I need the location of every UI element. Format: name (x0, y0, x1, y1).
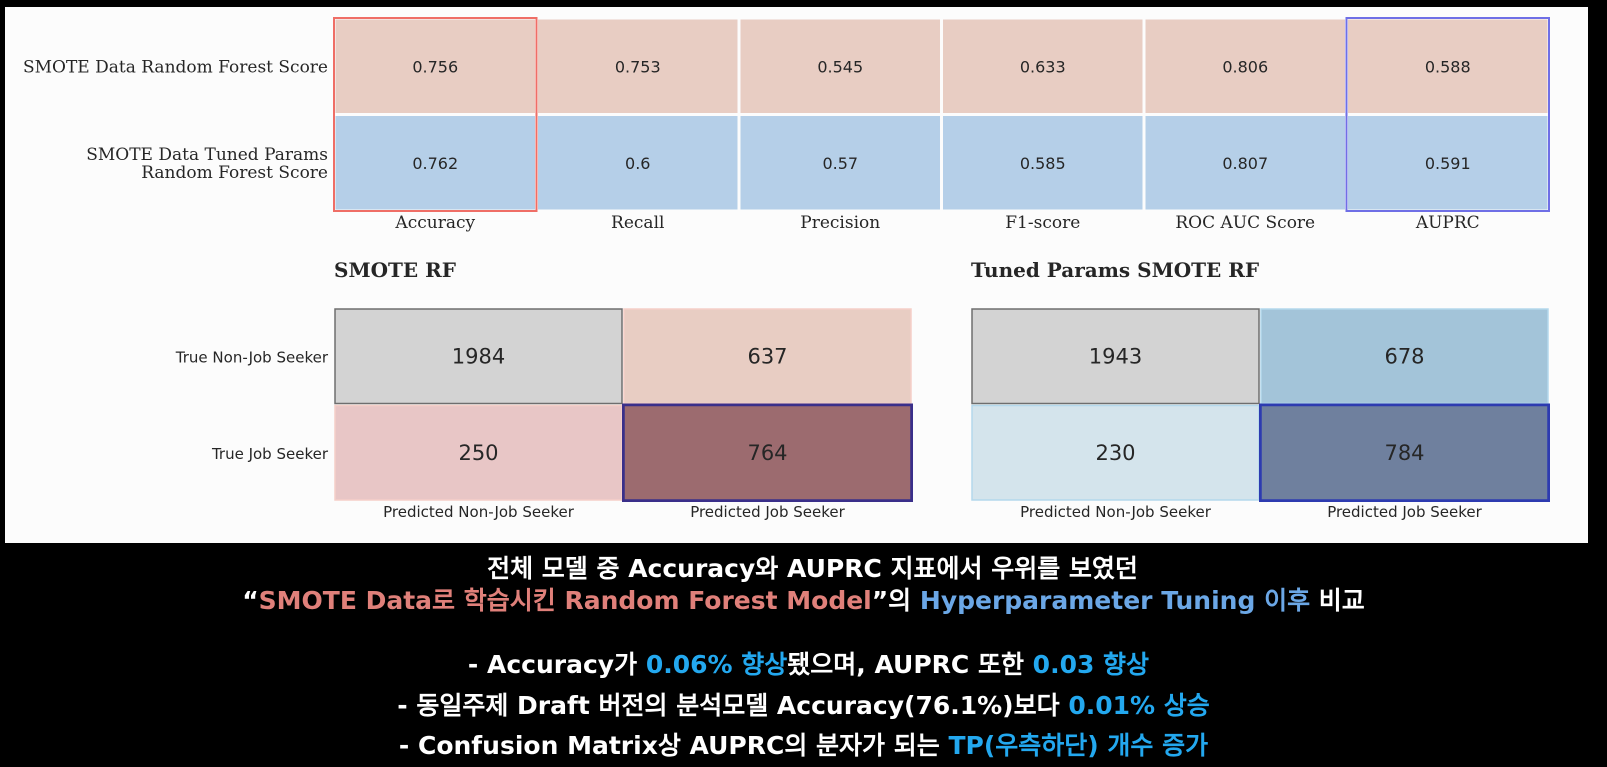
matrix-column-label: Predicted Non-Job Seeker (1020, 503, 1212, 521)
caption-line-4: - 동일주제 Draft 버전의 분석모델 Accuracy(76.1%)보다 … (0, 686, 1607, 722)
score-value: 0.6 (625, 154, 650, 173)
matrix-cell (623, 308, 912, 405)
score-column-label: Recall (611, 213, 664, 233)
charts-svg: 0.756 0.753 0.545 0.633 0.806 0.588 0.762 0.6 0.… (23, 17, 1550, 521)
score-value: 0.591 (1425, 154, 1471, 173)
auprc-improvement: 0.03 향상 (1032, 650, 1150, 679)
score-row-label: Random Forest Score (141, 163, 328, 183)
matrix-title: Tuned Params SMOTE RF (971, 258, 1259, 282)
tp-increase: TP(우측하단) 개수 증가 (948, 731, 1209, 760)
quote-close: ”의 (871, 586, 920, 615)
matrix-value: 1943 (1089, 344, 1142, 368)
caption-line-5: - Confusion Matrix상 AUPRC의 분자가 되는 TP(우측하… (0, 726, 1607, 762)
tp-highlight-border (622, 403, 913, 502)
score-row-label: SMOTE Data Random Forest Score (23, 57, 328, 77)
caption-line-2: “SMOTE Data로 학습시킨 Random Forest Model”의 … (0, 581, 1607, 617)
matrix-row-label: True Non-Job Seeker (175, 348, 329, 366)
score-value: 0.588 (1425, 57, 1471, 76)
matrix-value: 678 (1384, 344, 1424, 368)
score-cell (943, 19, 1143, 113)
caption-line-2-tail: 비교 (1310, 586, 1365, 615)
draft-improvement: 0.01% 상승 (1068, 691, 1210, 720)
matrix-column-label: Predicted Job Seeker (690, 503, 845, 521)
score-cell (538, 19, 738, 113)
score-column-label: AUPRC (1415, 213, 1480, 233)
caption-line-3-a: - Accuracy가 (467, 650, 646, 679)
matrix-value: 784 (1384, 441, 1424, 465)
matrix-value: 637 (747, 344, 787, 368)
model-name-highlight: SMOTE Data로 학습시킨 Random Forest Model (258, 586, 872, 615)
quote-open: “ (242, 586, 259, 615)
score-cell (943, 116, 1143, 210)
chart-panel: 0.756 0.753 0.545 0.633 0.806 0.588 0.762 0.6 0.… (5, 7, 1588, 543)
matrix-cell (334, 404, 623, 501)
matrix-value: 764 (747, 441, 787, 465)
caption-line-3-c: 됐으며, AUPRC 또한 (787, 650, 1033, 679)
matrix-cell (1260, 308, 1549, 405)
caption-line-5-a: - Confusion Matrix상 AUPRC의 분자가 되는 (398, 731, 949, 760)
matrix-title: SMOTE RF (334, 258, 456, 282)
accuracy-improvement: 0.06% 향상 (645, 650, 788, 679)
matrix-cell (971, 404, 1260, 501)
score-column-label: ROC AUC Score (1175, 213, 1315, 233)
matrix-cell (334, 308, 623, 405)
score-cell (740, 19, 940, 113)
caption-line-4-a: - 동일주제 Draft 버전의 분석모델 Accuracy(76.1%)보다 (397, 691, 1069, 720)
score-column-label: F1-score (1005, 213, 1080, 233)
score-column-label: Precision (800, 213, 880, 233)
score-value: 0.57 (822, 154, 858, 173)
score-value: 0.545 (817, 57, 863, 76)
score-value: 0.806 (1222, 57, 1268, 76)
matrix-value: 230 (1095, 441, 1135, 465)
score-cell (1348, 116, 1548, 210)
score-column-label: Accuracy (394, 213, 475, 233)
matrix-column-label: Predicted Job Seeker (1327, 503, 1482, 521)
matrix-row-label: True Job Seeker (211, 445, 329, 463)
score-value: 0.585 (1020, 154, 1066, 173)
score-cell (1145, 116, 1345, 210)
matrix-column-label: Predicted Non-Job Seeker (383, 503, 575, 521)
caption-line-3: - Accuracy가 0.06% 향상됐으며, AUPRC 또한 0.03 향… (0, 645, 1607, 681)
score-value: 0.762 (412, 154, 458, 173)
caption-line-1: 전체 모델 중 Accuracy와 AUPRC 지표에서 우위를 보였던 (0, 549, 1607, 585)
matrix-cell (971, 308, 1260, 405)
caption: 전체 모델 중 Accuracy와 AUPRC 지표에서 우위를 보였던 “SM… (0, 543, 1607, 767)
score-value: 0.807 (1222, 154, 1268, 173)
score-row-label: SMOTE Data Tuned Params (86, 145, 328, 165)
score-value: 0.633 (1020, 57, 1066, 76)
highlight-border (1345, 17, 1550, 212)
score-value: 0.753 (615, 57, 661, 76)
score-cell (335, 19, 535, 113)
score-cell (740, 116, 940, 210)
score-cell (1348, 19, 1548, 113)
highlight-border (333, 17, 538, 212)
matrix-value: 1984 (452, 344, 505, 368)
caption-line-1-text: 전체 모델 중 Accuracy와 AUPRC 지표에서 우위를 보였던 (487, 554, 1138, 583)
score-cell (335, 116, 535, 210)
score-cell (1145, 19, 1345, 113)
score-value: 0.756 (412, 57, 458, 76)
tp-highlight-border (1259, 403, 1550, 502)
score-cell (538, 116, 738, 210)
matrix-value: 250 (458, 441, 498, 465)
tuning-highlight: Hyperparameter Tuning 이후 (919, 586, 1311, 615)
matrix-cell (623, 404, 912, 501)
